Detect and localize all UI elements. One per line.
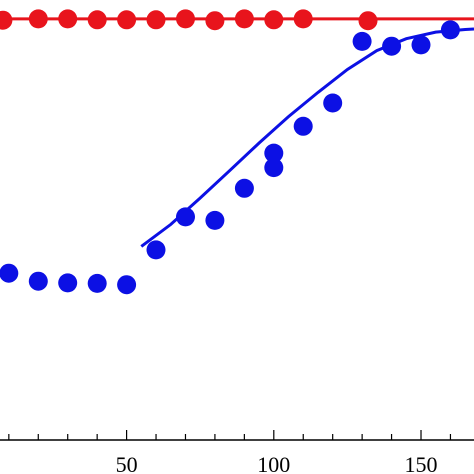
data-point-series-2	[176, 207, 195, 227]
data-point-series-1	[264, 10, 284, 30]
data-point-series-2	[28, 271, 48, 291]
data-point-series-2	[264, 158, 284, 178]
data-point-series-1	[358, 11, 378, 31]
data-points	[0, 9, 460, 295]
data-point-series-1	[117, 10, 137, 30]
data-point-series-1	[234, 9, 254, 29]
data-point-series-2	[117, 275, 137, 295]
data-point-series-2	[440, 20, 460, 40]
data-point-series-1	[205, 11, 225, 31]
data-point-series-2	[87, 273, 107, 293]
data-point-series-2	[382, 36, 402, 56]
data-point-series-1	[146, 10, 166, 30]
data-point-series-2	[234, 178, 254, 198]
data-point-series-1	[293, 9, 313, 29]
data-point-series-2	[205, 210, 225, 230]
fit-lines	[0, 17, 474, 248]
data-point-series-2	[352, 31, 372, 51]
data-point-series-1	[87, 10, 107, 30]
x-tick-label: 100	[257, 452, 290, 474]
data-point-series-2	[146, 240, 166, 260]
data-point-series-2	[58, 273, 78, 293]
x-tick-label: 50	[116, 452, 138, 474]
x-tick-label: 150	[405, 452, 438, 474]
data-point-series-1	[176, 9, 195, 29]
x-axis-ticks: 50 100 150	[8, 430, 452, 474]
data-point-series-1	[58, 9, 78, 29]
data-point-series-1	[0, 10, 13, 30]
data-point-series-2	[293, 116, 313, 136]
data-point-series-1	[28, 9, 48, 29]
fit-line-series-2	[140, 27, 474, 248]
data-point-series-2	[323, 93, 343, 113]
data-point-series-2	[0, 263, 19, 283]
data-point-series-2	[264, 143, 284, 163]
data-point-series-2	[411, 35, 431, 55]
